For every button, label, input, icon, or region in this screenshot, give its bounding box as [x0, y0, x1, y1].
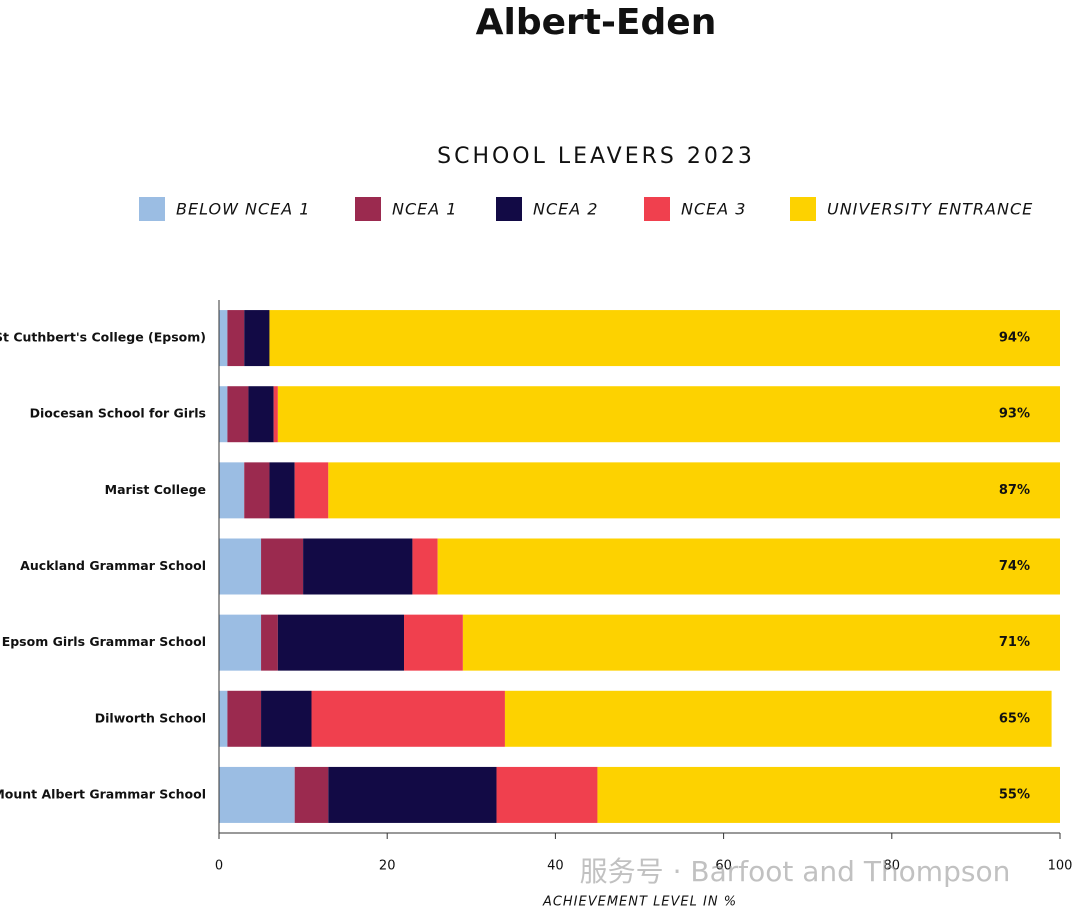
bar-segment: [219, 386, 228, 443]
legend-swatch: [355, 197, 381, 221]
y-tick-label: Mount Albert Grammar School: [0, 786, 206, 801]
bar-segment: [227, 310, 245, 367]
bar-segment: [412, 538, 438, 595]
bar-segment: [227, 690, 262, 747]
bar-segment: [311, 690, 505, 747]
bar-segment: [273, 386, 278, 443]
bar-segment: [269, 462, 295, 519]
bar-segment: [504, 690, 1052, 747]
x-tick-label: 80: [884, 859, 901, 874]
legend-swatch: [790, 197, 816, 221]
bar-segment: [227, 386, 249, 443]
bar-segment: [294, 462, 329, 519]
bar-segment: [269, 310, 1061, 367]
x-tick-label: 20: [379, 859, 396, 874]
value-label: 74%: [999, 559, 1030, 574]
y-tick-label: St Cuthbert's College (Epsom): [0, 330, 206, 345]
bar-segment: [244, 310, 270, 367]
bar-segment: [597, 766, 1060, 823]
x-tick-label: 40: [547, 859, 564, 874]
bar-segment: [219, 462, 245, 519]
bar-segment: [244, 462, 270, 519]
x-tick-label: 60: [715, 859, 732, 874]
y-tick-label: Auckland Grammar School: [20, 558, 206, 573]
bar-segment: [328, 766, 497, 823]
bar-segment: [219, 538, 262, 595]
y-tick-label: Diocesan School for Girls: [30, 406, 206, 421]
chart-title: Albert-Eden: [476, 2, 717, 43]
bar-segment: [277, 614, 405, 671]
bar-segment: [219, 614, 262, 671]
bar-segment: [328, 462, 1061, 519]
chart-subtitle: SCHOOL LEAVERS 2023: [437, 144, 755, 169]
value-label: 55%: [999, 787, 1030, 802]
x-tick-label: 100: [1048, 859, 1073, 874]
watermark: 服务号 · Barfoot and Thompson: [580, 855, 1011, 888]
value-label: 93%: [999, 407, 1030, 422]
bar-segment: [261, 690, 312, 747]
legend-label: NCEA 3: [681, 200, 746, 219]
bar-segment: [261, 614, 278, 671]
value-label: 87%: [999, 483, 1030, 498]
legend-swatch: [496, 197, 522, 221]
bar-segment: [277, 386, 1060, 443]
legend-swatch: [139, 197, 165, 221]
y-tick-label: Dilworth School: [95, 710, 206, 725]
bar-segment: [496, 766, 598, 823]
value-label: 94%: [999, 331, 1030, 346]
x-tick-label: 0: [215, 859, 223, 874]
bar-segment: [219, 766, 295, 823]
bar-segment: [462, 614, 1060, 671]
value-label: 65%: [999, 711, 1030, 726]
legend-label: BELOW NCEA 1: [176, 200, 310, 219]
legend-label: NCEA 2: [533, 200, 598, 219]
y-tick-label: Marist College: [105, 482, 206, 497]
bar-segment: [219, 310, 228, 367]
legend-label: NCEA 1: [392, 200, 457, 219]
x-axis-label: ACHIEVEMENT LEVEL IN %: [542, 895, 737, 910]
bar-segment: [294, 766, 329, 823]
bar-segment: [404, 614, 463, 671]
bar-segment: [303, 538, 413, 595]
bar-segment: [248, 386, 274, 443]
bar-segment: [261, 538, 304, 595]
legend-swatch: [644, 197, 670, 221]
y-tick-label: Epsom Girls Grammar School: [2, 634, 206, 649]
bar-segment: [437, 538, 1060, 595]
legend-label: UNIVERSITY ENTRANCE: [827, 200, 1033, 219]
bar-segment: [219, 690, 228, 747]
value-label: 71%: [999, 635, 1030, 650]
